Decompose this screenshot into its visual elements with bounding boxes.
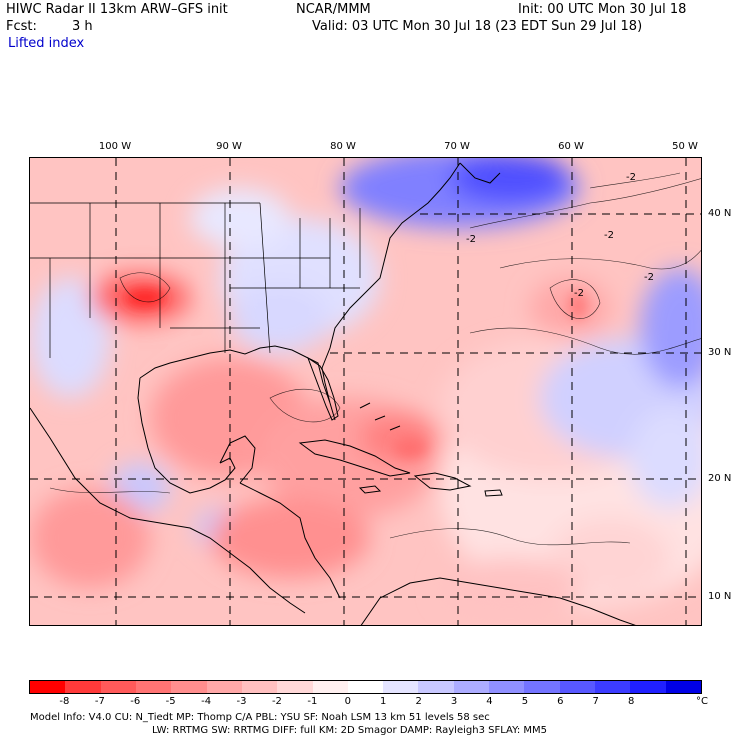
colorbar-swatch — [524, 681, 560, 693]
lon-label: 100 W — [98, 141, 132, 152]
colorbar-swatch — [559, 681, 595, 693]
lon-label: 70 W — [444, 141, 470, 152]
model-center: NCAR/MMM — [296, 2, 371, 17]
colorbar-tick-label: 1 — [380, 696, 387, 707]
model-info-line2: LW: RRTMG SW: RRTMG DIFF: full KM: 2D Sm… — [152, 725, 548, 736]
colorbar-unit: °C — [696, 696, 708, 707]
contour-label: -2 — [644, 272, 654, 283]
colorbar-swatch — [665, 681, 701, 693]
colorbar-tick-label: -3 — [236, 696, 247, 707]
colorbar-tick-label: 2 — [415, 696, 422, 707]
init-time: Init: 00 UTC Mon 30 Jul 18 — [518, 2, 687, 17]
contours — [49, 172, 701, 546]
lon-label: 90 W — [216, 141, 242, 152]
map-canvas: -2 -2 -2 -2 -2 — [30, 158, 701, 625]
colorbar-tick-label: -6 — [130, 696, 141, 707]
colorbar-tick-label: 5 — [521, 696, 529, 707]
model-info-line1: Model Info: V4.0 CU: N_Tiedt MP: Thomp C… — [30, 712, 490, 723]
field-detail — [125, 288, 588, 458]
colorbar-swatch — [65, 681, 101, 693]
forecast-hour: 3 h — [72, 19, 93, 34]
colorbar-swatch — [171, 681, 207, 693]
valid-time: Valid: 03 UTC Mon 30 Jul 18 (23 EDT Sun … — [312, 19, 643, 34]
coastlines — [30, 162, 636, 625]
colorbar-swatch — [135, 681, 172, 693]
colorbar-swatch — [347, 681, 384, 693]
lat-label: 20 N — [708, 473, 732, 484]
colorbar-swatch — [206, 681, 242, 693]
colorbar-swatch — [418, 681, 454, 693]
colorbar-swatch — [100, 681, 136, 693]
colorbar-tick-label: -1 — [307, 696, 318, 707]
colorbar-swatch — [630, 681, 666, 693]
colorbar-swatch — [241, 681, 278, 693]
colorbar-tick-label: -5 — [165, 696, 176, 707]
colorbar-swatch — [595, 681, 631, 693]
colorbar-tick-label: 3 — [450, 696, 458, 707]
forecast-label: Fcst: — [6, 19, 37, 34]
colorbar-tick-label: 7 — [592, 696, 599, 707]
lat-label: 40 N — [708, 208, 732, 219]
lat-label: 30 N — [708, 347, 732, 358]
colorbar-swatch — [383, 681, 419, 693]
contour-label: -2 — [626, 172, 636, 183]
colorbar-swatch — [312, 681, 348, 693]
colorbar-tick-label: 8 — [627, 696, 635, 707]
lon-label: 50 W — [672, 141, 698, 152]
contour-label: -2 — [466, 234, 476, 245]
colorbar-tick-label: -7 — [94, 696, 105, 707]
colorbar-swatch — [489, 681, 525, 693]
colorbar-tick-label: 0 — [344, 696, 351, 707]
colorbar-swatch — [453, 681, 490, 693]
lon-label: 60 W — [558, 141, 584, 152]
lifted-index-map: -2 -2 -2 -2 -2 — [29, 157, 702, 626]
graticule — [30, 158, 701, 625]
field-name: Lifted index — [8, 36, 85, 51]
colorbar-tick-label: -4 — [201, 696, 212, 707]
lat-label: 10 N — [708, 591, 732, 602]
lon-label: 80 W — [330, 141, 356, 152]
contour-label: -2 — [604, 230, 614, 241]
colorbar — [29, 680, 702, 694]
colorbar-tick-label: 6 — [557, 696, 564, 707]
contour-label: -2 — [574, 288, 584, 299]
colorbar-swatch — [277, 681, 313, 693]
colorbar-tick-label: 4 — [486, 696, 493, 707]
colorbar-swatch — [30, 681, 66, 693]
colorbar-tick-label: -8 — [59, 696, 70, 707]
model-title: HIWC Radar II 13km ARW–GFS init — [6, 2, 228, 17]
colorbar-tick-label: -2 — [271, 696, 282, 707]
contour-labels: -2 -2 -2 -2 -2 — [466, 172, 654, 299]
